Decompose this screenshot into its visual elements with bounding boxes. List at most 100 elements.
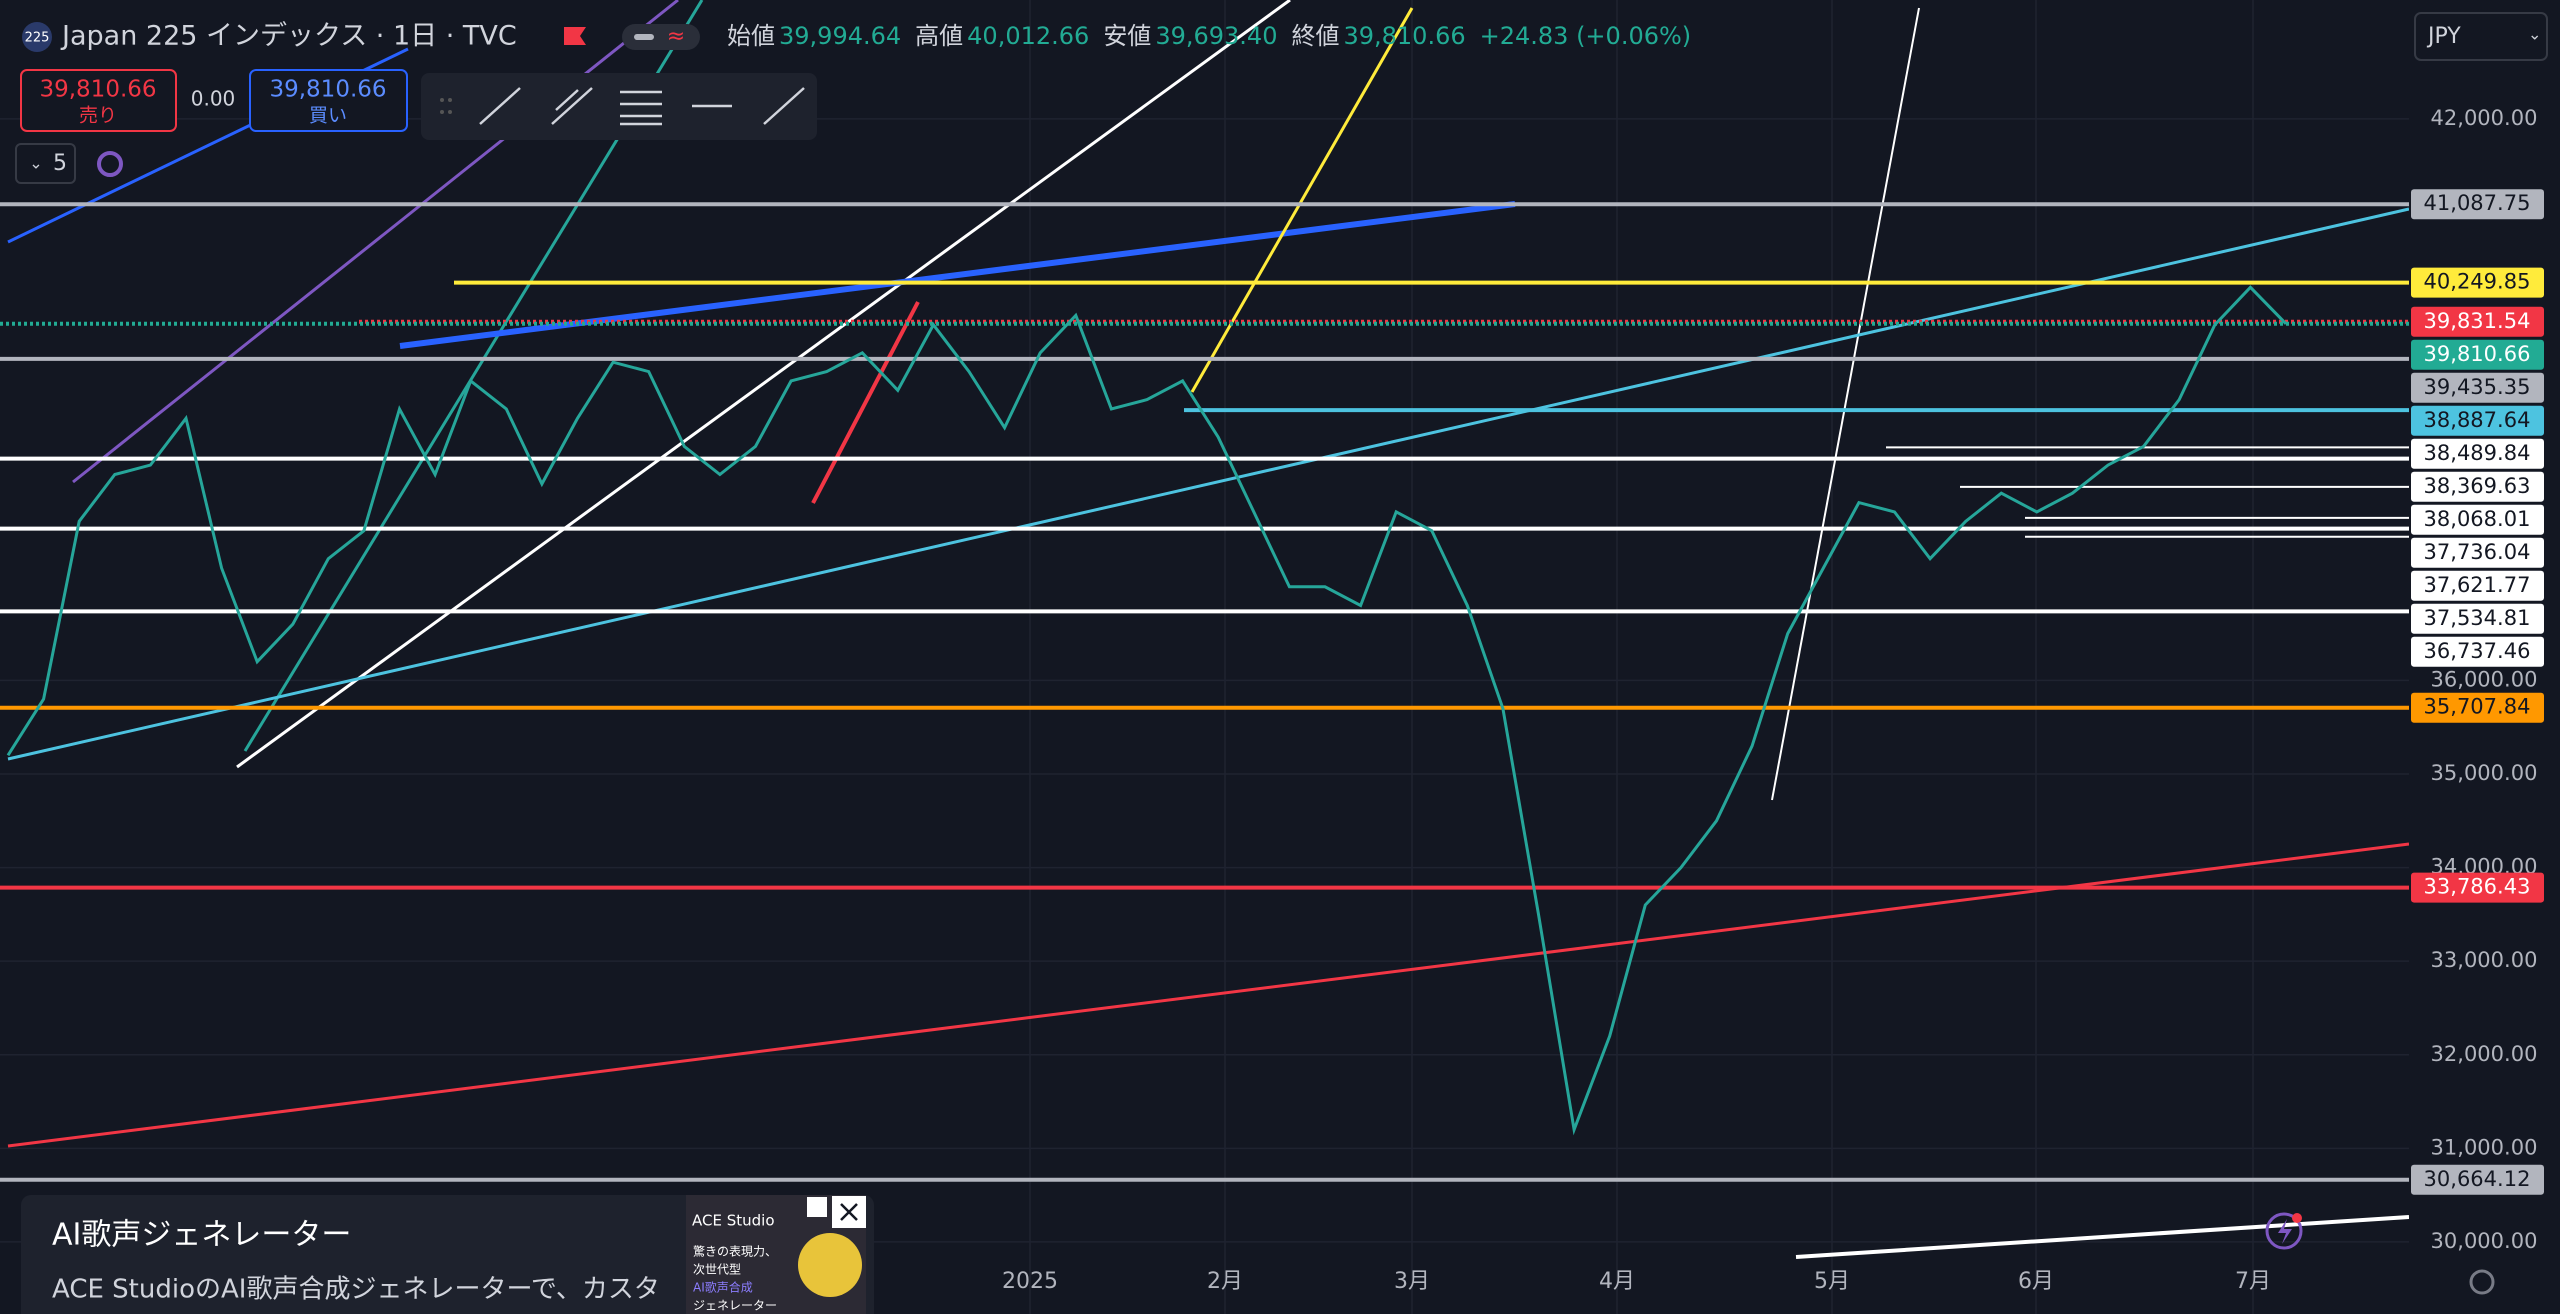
pill-icon: ≈: [667, 24, 685, 49]
trend-line: [811, 301, 920, 504]
ad-text: ACE StudioのAI歌声合成ジェネレーターで、カスタ: [52, 1275, 660, 1305]
indicator-count: 5: [53, 151, 67, 176]
price-label-bg: [2411, 872, 2544, 903]
y-tick-label: 32,000.00: [2431, 1042, 2538, 1066]
ad-image-text: 次世代型: [693, 1263, 741, 1277]
ohlc-value: 39,693.40: [1155, 22, 1277, 50]
trend-line: [1190, 7, 1414, 393]
y-tick-label: 30,000.00: [2431, 1229, 2538, 1253]
x-tick-label: 2025: [1002, 1269, 1058, 1294]
close-icon: [840, 1203, 858, 1221]
price-label: 39,435.35: [2424, 375, 2531, 399]
price-label: 41,087.75: [2424, 191, 2531, 215]
sell-label: 売り: [79, 105, 117, 127]
axis-labels: 42,000.0036,000.0035,000.0034,000.0033,0…: [1002, 106, 2544, 1294]
price-label: 37,621.77: [2424, 573, 2531, 597]
price-series: [6, 285, 2288, 1136]
tool-ray[interactable]: [763, 87, 805, 125]
ohlc-label: 終値: [1291, 22, 1339, 50]
toolbar-icons: [440, 87, 805, 126]
drawing-toolbar: [421, 73, 817, 140]
currency: JPY: [2426, 24, 2461, 49]
trend-line: [1771, 7, 1920, 801]
trend-line: [236, 0, 1291, 769]
sell-price: 39,810.66: [39, 77, 156, 103]
badge-text: 225: [25, 31, 50, 46]
price-label-bg: [2411, 471, 2544, 502]
price-label: 38,068.01: [2424, 507, 2531, 531]
x-tick-label: 3月: [1394, 1269, 1430, 1294]
ohlc-label: 安値: [1103, 22, 1151, 50]
compare-pill[interactable]: [622, 24, 700, 50]
ad-image-text: AI歌声合成: [693, 1280, 753, 1295]
y-tick-label: 35,000.00: [2431, 761, 2538, 785]
grip: [448, 98, 452, 102]
trend-line: [399, 201, 1516, 349]
y-tick-label: 36,000.00: [2431, 667, 2538, 691]
pill-icon: [634, 34, 654, 40]
ohlc-value: 40,012.66: [967, 22, 1089, 50]
y-tick-label: 42,000.00: [2431, 106, 2538, 130]
spread: 0.00: [191, 87, 236, 111]
price-label: 38,489.84: [2424, 441, 2531, 465]
price-label: 37,736.04: [2424, 540, 2531, 564]
price-levels: [0, 202, 2409, 1182]
price-label: 39,831.54: [2424, 309, 2531, 333]
ad-panel[interactable]: [21, 1195, 874, 1314]
ohlc-label: 高値: [915, 22, 963, 50]
price-label-bg: [2411, 1164, 2544, 1195]
buy-label: 買い: [309, 105, 347, 127]
sync-icon[interactable]: [97, 151, 123, 177]
price-label: 30,664.12: [2424, 1167, 2531, 1191]
drawings: [7, 0, 2410, 1259]
ad-brand: ACE Studio: [692, 1212, 775, 1230]
ad-image-figure: [798, 1233, 862, 1297]
settings-icon[interactable]: [2469, 1269, 2495, 1295]
chevron: ⌄: [2528, 25, 2541, 44]
currency-select[interactable]: [2414, 12, 2548, 61]
price-label-bg: [2411, 438, 2544, 469]
price-label-bg: [2411, 267, 2544, 298]
price-label-bg: [2411, 603, 2544, 634]
sell-button[interactable]: [20, 69, 177, 132]
y-tick-label: 31,000.00: [2431, 1135, 2538, 1159]
price-line: [6, 285, 2288, 1136]
price-label: 38,887.64: [2424, 408, 2531, 432]
y-tick-label: 33,000.00: [2431, 948, 2538, 972]
grip: [448, 110, 452, 114]
price-label-bg: [2411, 306, 2544, 337]
lightning-icon: [2278, 1219, 2292, 1244]
price-label: 35,707.84: [2424, 695, 2531, 719]
price-label: 40,249.85: [2424, 270, 2531, 294]
tool-trend[interactable]: [479, 87, 521, 125]
x-tick-label: 7月: [2235, 1269, 2271, 1294]
ohlc-value: +24.83 (+0.06%): [1480, 22, 1692, 50]
price-label-bg: [2411, 636, 2544, 667]
price-label-bg: [2411, 570, 2544, 601]
tool-channel[interactable]: [551, 87, 593, 125]
trend-line: [7, 842, 2410, 1148]
lightning-button[interactable]: [2265, 1212, 2303, 1250]
ad-image-text: 驚きの表現力、: [693, 1244, 777, 1259]
symbol-badge: [22, 22, 52, 52]
price-label: 39,810.66: [2424, 342, 2531, 366]
price-label: 38,369.63: [2424, 474, 2531, 498]
ohlc-value: 39,994.64: [779, 22, 901, 50]
ad-choices[interactable]: [807, 1197, 827, 1217]
ohlc-value: 39,810.66: [1343, 22, 1465, 50]
x-tick-label: 4月: [1599, 1269, 1635, 1294]
tool-fib[interactable]: [620, 90, 662, 126]
price-label: 37,534.81: [2424, 606, 2531, 630]
trend-line: [1795, 1215, 2410, 1259]
symbol-title[interactable]: Japan 225 インデックス · 1日 · TVC: [60, 21, 517, 52]
chevron: ⌄: [29, 154, 42, 173]
flag-icon[interactable]: [564, 27, 586, 45]
trend-line: [7, 207, 2410, 761]
indicator-toggle[interactable]: [15, 143, 76, 184]
price-label-bg: [2411, 372, 2544, 403]
grip: [440, 110, 444, 114]
price-label: 36,737.46: [2424, 639, 2531, 663]
notification-dot: [2292, 1213, 2302, 1223]
buy-button[interactable]: [249, 69, 408, 132]
x-tick-label: 6月: [2018, 1269, 2054, 1294]
